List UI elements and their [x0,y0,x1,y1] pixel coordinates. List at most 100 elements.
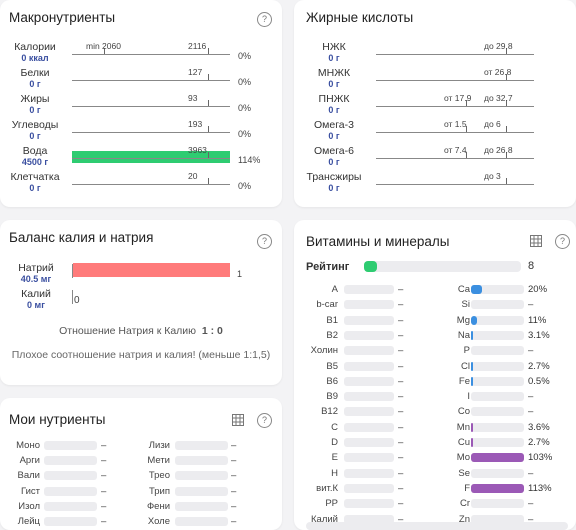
help-icon[interactable]: ? [555,234,570,249]
rating-track [364,261,521,272]
mineral-value: 3.6% [528,421,550,433]
mineral-name: I [467,391,470,403]
vitamin-track [344,422,394,432]
vitamin-track [344,361,394,371]
nutrient-value: – [231,516,237,527]
balance-value: 1 [237,269,243,279]
target-tick [208,48,209,54]
macro-amount: 0 ккал [21,53,49,63]
fat-amount: 0 г [328,105,340,115]
macro-name-text: Углеводы [11,119,59,131]
vitamin-name: B1 [326,314,338,326]
macro-amount: 0 г [29,183,41,193]
mineral-fill [471,376,473,386]
nutrient-value: – [231,455,237,467]
balance-name: Калий 0 мг [8,289,64,311]
vitamin-track [344,392,394,402]
macro-fill [72,151,230,163]
balance-amount: 40.5 мг [20,274,52,284]
mineral-track [471,483,524,493]
vitamin-value: – [398,498,404,510]
balance-name-text: Калий [21,288,51,300]
mineral-track [471,346,524,356]
nutrient-track [44,456,97,466]
nutrient-value: – [231,500,237,512]
fat-amount: 0 г [328,131,340,141]
help-icon[interactable]: ? [257,12,272,27]
vitamin-value: – [398,314,404,326]
min-tick [104,48,105,54]
nutrient-value: – [231,440,237,451]
mineral-track [471,392,524,402]
macro-name-text: Клетчатка [10,171,60,183]
mineral-name: Co [457,406,470,418]
mineral-name: Ca [457,284,470,295]
mineral-fill [471,361,473,371]
to-tick [506,48,507,54]
card-title: Макронутриенты [9,10,116,25]
macro-percent: 0% [238,181,252,191]
macro-percent: 0% [238,51,252,61]
my-nutrients-card: Мои нутриенты ? Моно – Арги – Вали – Гист – Изол… [0,398,282,530]
target-tick [208,100,209,106]
to-label: до 6 [484,119,501,129]
fat-amount: 0 г [328,183,340,193]
table-grid-icon[interactable] [530,235,542,247]
macro-name: Углеводы 0 г [6,120,64,142]
target-tick [208,152,209,158]
balance-axis [72,264,73,278]
vitamin-value: – [398,482,404,494]
mineral-track [471,361,524,371]
vitamin-value: – [398,437,404,448]
mineral-name: Se [458,467,470,479]
fat-axis [376,54,534,55]
help-icon[interactable]: ? [257,234,272,249]
fat-amount: 0 г [328,79,340,89]
vitamin-name: C [331,421,338,433]
mineral-track [471,453,524,463]
mineral-track [471,422,524,432]
fat-amount: 0 г [328,53,340,63]
vitamins-minerals-card: Витамины и минералы ? Рейтинг 8 A – b-car –… [294,220,576,530]
nutrient-value: – [101,485,107,497]
help-icon[interactable]: ? [257,413,272,428]
fat-name-text: МНЖК [317,67,351,79]
mineral-value: 11% [528,314,547,326]
mineral-value: – [528,299,534,311]
table-grid-icon[interactable] [232,414,244,426]
mineral-track [471,514,524,524]
balance-fill [73,263,230,277]
mineral-track [471,468,524,478]
vitamin-value: – [398,329,404,341]
macro-percent: 0% [238,103,252,113]
target-tick [208,74,209,80]
nutrient-value: – [101,470,107,482]
macro-name-text: Белки [20,67,50,79]
target-label: 20 [188,171,198,181]
fat-axis [376,132,534,133]
mineral-name: Mo [456,452,470,464]
nutrient-track [175,441,228,450]
nutrient-track [175,456,228,466]
mineral-track [471,438,524,447]
mineral-fill [471,285,482,294]
macro-name: Клетчатка 0 г [6,172,64,194]
rating-label: Рейтинг [306,261,350,273]
nutrient-value: – [231,470,237,482]
vitamin-value: – [398,299,404,311]
fat-name-text: Омега-3 [313,119,354,131]
balance-axis [72,290,73,304]
target-label: 93 [188,93,198,103]
mineral-name: Mg [456,314,470,326]
nutrient-value: – [101,516,107,527]
vitamin-name: E [331,452,338,464]
vitamin-value: – [398,284,404,295]
nutrient-track [175,486,228,496]
to-label: до 29.8 [484,41,513,51]
balance-name: Натрий 40.5 мг [8,263,64,285]
mineral-track [471,499,524,509]
target-label: 127 [188,67,203,77]
target-tick [208,178,209,184]
nutrient-name: Лейц [17,516,40,527]
macro-axis [72,106,230,107]
